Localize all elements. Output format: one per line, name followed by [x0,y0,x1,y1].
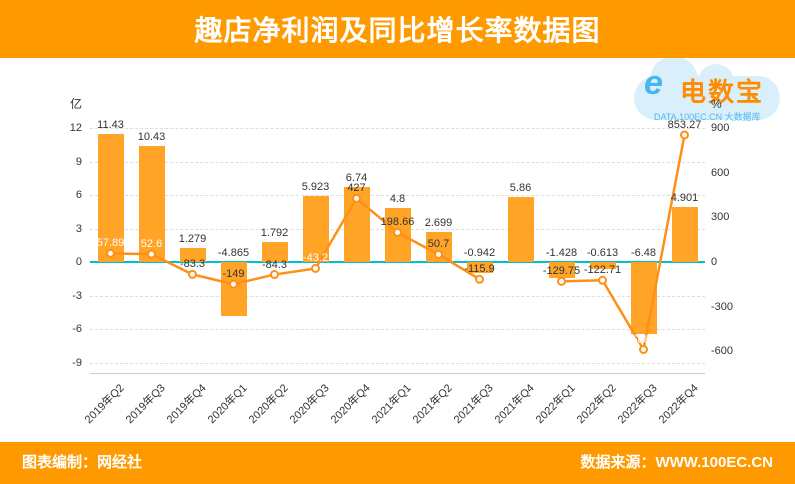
right-axis-tick: -300 [711,300,734,313]
grid-line [90,128,705,129]
bar-value-label: 5.86 [509,181,532,194]
x-axis-category-label: 2021年Q3 [452,382,497,427]
bar-value-label: 1.792 [260,226,289,239]
footer-credit: 图表编制：网经社 [22,454,143,471]
line-value-label: 50.7 [427,238,450,251]
x-axis-category-label: 2020年Q2 [247,382,292,427]
right-axis-tick: 600 [711,166,730,179]
x-axis-category-label: 2019年Q2 [83,382,128,427]
left-axis-tick: -6 [72,323,82,335]
line-value-label: 198.66 [380,216,415,229]
watermark-subtext: DATA.100EC.CN 大数据库 [654,112,761,122]
left-axis-unit-label: 亿 [69,97,82,111]
grid-line [90,295,705,297]
x-axis-category-label: 2022年Q4 [657,382,702,427]
footer-source: 数据来源：WWW.100EC.CN [580,454,773,471]
line-value-label: -122.71 [583,264,622,277]
line-value-label: 427 [347,182,366,195]
x-axis-category-label: 2020年Q4 [329,382,374,427]
line-value-label: -43.2 [302,252,329,265]
x-axis-category-label: 2022年Q1 [534,382,579,427]
x-axis-category-label: 2021年Q1 [370,382,415,427]
chart-title: 趣店净利润及同比增长率数据图 [194,15,601,46]
x-axis-category-label: 2020年Q1 [206,382,251,427]
bar-value-label: -6.48 [630,247,657,259]
left-axis-tick: -9 [72,356,82,369]
left-axis-tick: -3 [72,289,82,302]
left-axis-tick: 9 [75,155,82,168]
watermark-brand: 电数宝 [680,77,765,107]
x-axis-category-label: 2019年Q3 [124,382,169,427]
ebrun-e-icon: e [644,64,663,102]
footer-bar: 图表编制：网经社 数据来源：WWW.100EC.CN [0,442,795,484]
left-axis-tick: 0 [75,256,82,268]
x-axis-category-label: 2022年Q2 [575,382,620,427]
bar-value-label: 5.923 [301,180,330,193]
category-axis-line [90,373,705,374]
bar-value-label: 11.43 [97,119,124,132]
right-axis-tick: 0 [711,256,718,268]
line-value-label: -588.1 [627,333,660,346]
right-axis-unit-label: % [711,97,722,111]
grid-line [90,161,705,163]
bar-value-label: 6.74 [345,171,368,184]
line-marker [639,345,648,355]
line-marker [475,274,484,284]
right-axis-tick: -600 [711,345,734,358]
left-axis-tick: 3 [75,222,82,235]
grid-line [90,362,705,364]
x-axis-category-label: 2021年Q4 [493,382,538,427]
cloud-icon [634,56,780,120]
grid-line [90,329,705,330]
grid-line [90,195,705,196]
line-value-label: 853.27 [667,118,702,131]
x-axis-category-label: 2019年Q4 [165,382,210,427]
bar-value-label: 4.901 [670,192,699,205]
left-axis-tick: 6 [75,189,82,201]
line-marker [557,276,566,286]
growth-line [561,134,686,354]
bar-value-label: 10.43 [137,130,166,143]
x-axis-category-label: 2021年Q2 [411,382,456,427]
x-axis-category-label: 2020年Q3 [288,382,333,427]
right-axis-tick: 300 [711,211,730,224]
x-axis-category-label: 2022年Q3 [616,382,661,427]
title-bar: 趣店净利润及同比增长率数据图 [0,0,795,58]
line-value-label: -115.9 [464,263,495,276]
line-value-label: 52.6 [140,238,163,251]
bar [507,196,534,262]
left-axis-tick: 12 [69,122,82,134]
watermark-logo: e 电数宝 DATA.100EC.CN 大数据库 [626,56,794,138]
right-axis-tick: 900 [711,122,730,134]
